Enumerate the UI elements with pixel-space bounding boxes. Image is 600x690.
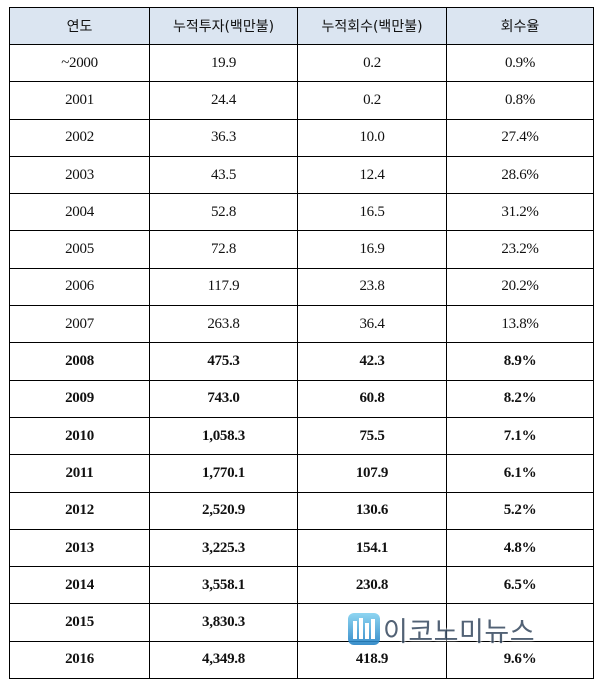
cell-recovery-rate: 31.2% bbox=[446, 193, 594, 232]
cell-year: ~2000 bbox=[9, 43, 150, 83]
table-row: 2009 743.0 60.8 8.2% bbox=[9, 379, 594, 418]
cell-year: 2002 bbox=[9, 118, 150, 157]
cell-cumulative-recovery: 130.6 bbox=[297, 491, 447, 530]
cell-cumulative-recovery: 230.8 bbox=[297, 566, 447, 605]
cell-year: 2010 bbox=[9, 416, 150, 456]
cell-year: 2013 bbox=[9, 528, 150, 568]
table-row: ~2000 19.9 0.2 0.9% bbox=[9, 43, 594, 83]
cell-cumulative-recovery: 0.2 bbox=[297, 43, 447, 83]
cell-cumulative-recovery: 10.0 bbox=[297, 118, 447, 157]
cell-year: 2015 bbox=[9, 603, 150, 642]
cell-cumulative-recovery: 107.9 bbox=[297, 454, 447, 493]
cell-recovery-rate: 13.8% bbox=[446, 305, 594, 344]
cell-year: 2012 bbox=[9, 491, 150, 530]
cell-recovery-rate: 9.6% bbox=[446, 640, 594, 680]
cell-cumulative-investment: 475.3 bbox=[149, 342, 298, 381]
cell-cumulative-investment: 743.0 bbox=[149, 379, 298, 418]
header-recovery-rate: 회수율 bbox=[446, 7, 594, 45]
cell-recovery-rate: 6.1% bbox=[446, 454, 594, 493]
cell-cumulative-investment: 3,225.3 bbox=[149, 528, 298, 568]
cell-cumulative-recovery: 0.2 bbox=[297, 81, 447, 120]
cell-cumulative-investment: 1,770.1 bbox=[149, 454, 298, 493]
watermark-text: 이코노미뉴스 bbox=[383, 616, 536, 648]
cell-cumulative-recovery: 75.5 bbox=[297, 416, 447, 456]
cell-cumulative-investment: 3,558.1 bbox=[149, 566, 298, 605]
cell-cumulative-recovery: 16.5 bbox=[297, 193, 447, 232]
cell-year: 2014 bbox=[9, 566, 150, 605]
table-row: 2016 4,349.8 418.9 9.6% bbox=[9, 640, 594, 680]
table-row: 2003 43.5 12.4 28.6% bbox=[9, 155, 594, 195]
table-row: 2014 3,558.1 230.8 6.5% bbox=[9, 566, 594, 605]
table-row: 2002 36.3 10.0 27.4% bbox=[9, 118, 594, 157]
table-header-row: 연도 누적투자(백만불) 누적회수(백만불) 회수율 bbox=[9, 7, 594, 45]
cell-recovery-rate: 6.5% bbox=[446, 566, 594, 605]
cell-year: 2005 bbox=[9, 230, 150, 269]
investment-recovery-table: 연도 누적투자(백만불) 누적회수(백만불) 회수율 ~2000 19.9 0.2 0… bbox=[9, 7, 594, 680]
cell-cumulative-investment: 36.3 bbox=[149, 118, 298, 157]
cell-recovery-rate: 20.2% bbox=[446, 267, 594, 307]
cell-cumulative-investment: 52.8 bbox=[149, 193, 298, 232]
cell-recovery-rate: 5.2% bbox=[446, 491, 594, 530]
watermark: 이코노미뉴스 bbox=[347, 612, 536, 648]
table-row: 2011 1,770.1 107.9 6.1% bbox=[9, 454, 594, 493]
table-row: 2006 117.9 23.8 20.2% bbox=[9, 267, 594, 307]
header-cumulative-investment: 누적투자(백만불) bbox=[149, 7, 298, 45]
table-row: 2008 475.3 42.3 8.9% bbox=[9, 342, 594, 381]
cell-cumulative-recovery: 36.4 bbox=[297, 305, 447, 344]
table-body: ~2000 19.9 0.2 0.9% 2001 24.4 0.2 0.8% 2002 36.3 1… bbox=[9, 43, 594, 680]
table-row: 2005 72.8 16.9 23.2% bbox=[9, 230, 594, 269]
cell-recovery-rate bbox=[446, 603, 594, 642]
data-table-container: 연도 누적투자(백만불) 누적회수(백만불) 회수율 ~2000 19.9 0.2 0… bbox=[9, 7, 594, 680]
cell-recovery-rate: 27.4% bbox=[446, 118, 594, 157]
cell-year: 2008 bbox=[9, 342, 150, 381]
cell-year: 2007 bbox=[9, 305, 150, 344]
cell-cumulative-investment: 263.8 bbox=[149, 305, 298, 344]
cell-year: 2003 bbox=[9, 155, 150, 195]
cell-recovery-rate: 4.8% bbox=[446, 528, 594, 568]
header-cumulative-recovery: 누적회수(백만불) bbox=[297, 7, 447, 45]
cell-year: 2011 bbox=[9, 454, 150, 493]
cell-recovery-rate: 8.2% bbox=[446, 379, 594, 418]
header-year: 연도 bbox=[9, 7, 150, 45]
cell-cumulative-investment: 4,349.8 bbox=[149, 640, 298, 680]
cell-cumulative-investment: 72.8 bbox=[149, 230, 298, 269]
economynews-logo-icon bbox=[348, 613, 380, 645]
table-row: 2007 263.8 36.4 13.8% bbox=[9, 305, 594, 344]
cell-cumulative-recovery: 418.9 bbox=[297, 640, 447, 680]
cell-year: 2006 bbox=[9, 267, 150, 307]
cell-recovery-rate: 23.2% bbox=[446, 230, 594, 269]
cell-cumulative-recovery: 23.8 bbox=[297, 267, 447, 307]
cell-cumulative-investment: 3,830.3 bbox=[149, 603, 298, 642]
cell-cumulative-investment: 1,058.3 bbox=[149, 416, 298, 456]
cell-recovery-rate: 7.1% bbox=[446, 416, 594, 456]
cell-cumulative-investment: 117.9 bbox=[149, 267, 298, 307]
cell-cumulative-recovery: 16.9 bbox=[297, 230, 447, 269]
cell-year: 2001 bbox=[9, 81, 150, 120]
table-row: 2013 3,225.3 154.1 4.8% bbox=[9, 528, 594, 568]
cell-recovery-rate: 8.9% bbox=[446, 342, 594, 381]
table-row: 2004 52.8 16.5 31.2% bbox=[9, 193, 594, 232]
cell-year: 2004 bbox=[9, 193, 150, 232]
cell-recovery-rate: 0.9% bbox=[446, 43, 594, 83]
cell-year: 2016 bbox=[9, 640, 150, 680]
cell-cumulative-recovery: 60.8 bbox=[297, 379, 447, 418]
cell-recovery-rate: 0.8% bbox=[446, 81, 594, 120]
table-row: 2001 24.4 0.2 0.8% bbox=[9, 81, 594, 120]
cell-cumulative-investment: 19.9 bbox=[149, 43, 298, 83]
cell-cumulative-investment: 24.4 bbox=[149, 81, 298, 120]
cell-cumulative-investment: 43.5 bbox=[149, 155, 298, 195]
cell-recovery-rate: 28.6% bbox=[446, 155, 594, 195]
cell-cumulative-recovery: 12.4 bbox=[297, 155, 447, 195]
cell-cumulative-recovery: 42.3 bbox=[297, 342, 447, 381]
cell-cumulative-investment: 2,520.9 bbox=[149, 491, 298, 530]
cell-cumulative-recovery: 154.1 bbox=[297, 528, 447, 568]
table-row: 2010 1,058.3 75.5 7.1% bbox=[9, 416, 594, 456]
cell-year: 2009 bbox=[9, 379, 150, 418]
table-row: 2012 2,520.9 130.6 5.2% bbox=[9, 491, 594, 530]
table-row: 2015 3,830.3 bbox=[9, 603, 594, 642]
